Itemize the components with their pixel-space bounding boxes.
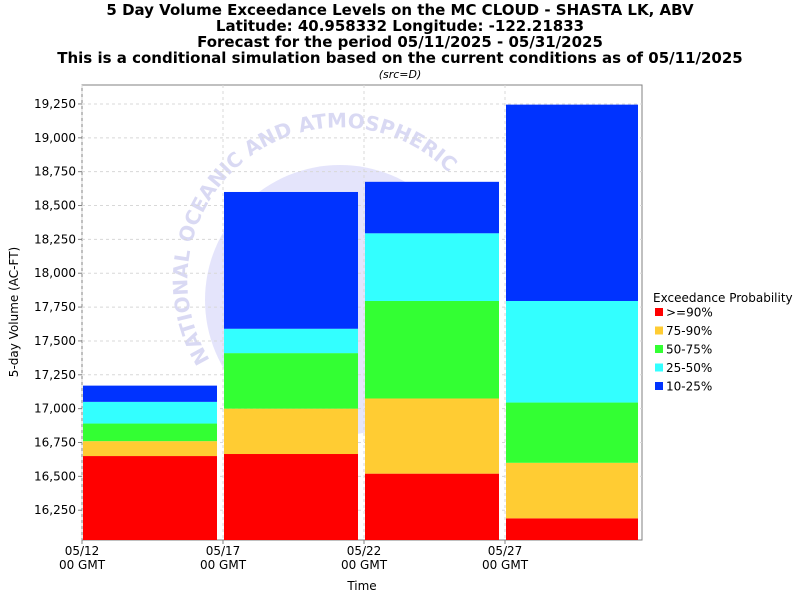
bar-segment-1-3 [224,328,358,354]
bar-segment-0-2 [83,423,217,442]
x-axis-label: Time [346,579,376,593]
bar-segment-1-1 [224,408,358,455]
bar-segment-2-2 [365,300,499,399]
chart-title-line-3: Forecast for the period 05/11/2025 - 05/… [197,33,603,51]
legend-label: 50-75% [666,343,712,357]
plot-area-border [81,84,643,541]
bar-segment-2-3 [365,233,499,301]
bar-segment-0-4 [83,385,217,402]
x-tick-label-time: 00 GMT [341,558,388,572]
x-tick-label-date: 05/17 [206,544,241,558]
chart-title-line-1: 5 Day Volume Exceedance Levels on the MC… [106,1,694,19]
y-axis-label: 5-day Volume (AC-FT) [7,247,21,377]
chart-subtitle: (src=D) [378,68,422,81]
legend-title: Exceedance Probability [653,291,793,305]
bar-segment-0-1 [83,441,217,457]
y-tick-label: 17,750 [34,300,76,314]
legend: >=90% 75-90% 50-75% 25-50% 10-25% [655,306,713,394]
bar-segment-1-0 [224,454,358,540]
x-tick-label-date: 05/27 [488,544,523,558]
x-tick-label-time: 00 GMT [482,558,529,572]
chart-title-line-4: This is a conditional simulation based o… [57,49,743,67]
legend-label: 10-25% [666,380,712,394]
bar-segment-1-4 [224,191,358,329]
bar-segment-3-3 [506,300,638,403]
y-tick-label: 16,500 [34,469,76,483]
bar-segment-0-3 [83,401,217,424]
y-tick-label: 17,250 [34,368,76,382]
bar-segment-2-0 [365,473,499,540]
bars [83,104,638,540]
legend-label: >=90% [666,306,713,320]
bar-segment-0-0 [83,456,217,540]
y-tick-label: 16,750 [34,436,76,450]
chart-title-line-2: Latitude: 40.958332 Longitude: -122.2183… [215,17,585,35]
bar-segment-1-2 [224,353,358,409]
x-tick-label-date: 05/22 [347,544,382,558]
y-tick-label: 18,500 [34,199,76,213]
bar-segment-3-0 [506,518,638,540]
legend-swatch [655,308,663,316]
legend-swatch [655,345,663,353]
gridlines [81,85,642,540]
y-axis: 16,250 16,500 16,750 17,000 17,250 17,500 17,7… [34,97,82,517]
x-tick-label-time: 00 GMT [200,558,247,572]
x-tick-label-date: 05/12 [65,544,100,558]
legend-label: 25-50% [666,361,712,375]
y-tick-label: 19,250 [34,97,76,111]
legend-swatch [655,382,663,390]
y-tick-label: 16,250 [34,503,76,517]
bar-segment-2-1 [365,398,499,474]
bar-segment-2-4 [365,181,499,234]
legend-swatch [655,326,663,335]
y-tick-label: 18,000 [34,266,76,280]
x-tick-label-time: 00 GMT [59,558,106,572]
y-tick-label: 18,250 [34,232,76,246]
y-tick-label: 18,750 [34,165,76,179]
y-tick-label: 19,000 [34,131,76,145]
y-tick-label: 17,500 [34,334,76,348]
legend-label: 75-90% [666,324,712,338]
legend-swatch [655,363,663,372]
bar-segment-3-1 [506,462,638,519]
y-tick-label: 17,000 [34,402,76,416]
bar-segment-3-4 [506,104,638,301]
bar-segment-3-2 [506,402,638,463]
